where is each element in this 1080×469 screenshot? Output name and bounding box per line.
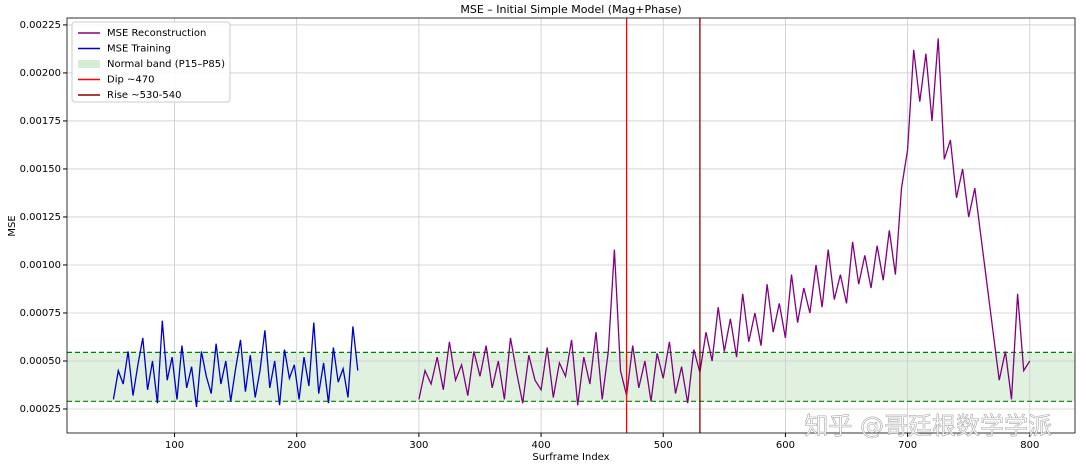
y-tick-label: 0.00075 <box>20 308 61 319</box>
y-tick-label: 0.00200 <box>20 68 61 79</box>
x-tick-label: 500 <box>654 440 673 451</box>
x-tick-label: 200 <box>287 440 306 451</box>
legend-label: Normal band (P15–P85) <box>107 59 225 70</box>
y-tick-label: 0.00025 <box>20 404 61 415</box>
x-tick-label: 400 <box>532 440 551 451</box>
y-axis-label: MSE <box>7 215 18 236</box>
plot-frame <box>66 17 1076 434</box>
y-tick-label: 0.00150 <box>20 164 61 175</box>
series-line <box>112 320 359 408</box>
series-line <box>418 38 1031 406</box>
legend: MSE Reconstruction MSE Training Normal ban… <box>71 21 231 103</box>
x-axis-label: Surframe Index <box>532 452 609 463</box>
watermark: 知乎 @哥廷根数学学派 <box>804 412 1052 440</box>
x-tick-label: 300 <box>409 440 428 451</box>
legend-label: MSE Training <box>107 44 171 55</box>
legend-swatch <box>78 60 100 68</box>
x-tick-label: 100 <box>165 440 184 451</box>
y-tick-label: 0.00225 <box>20 20 61 31</box>
x-tick-label: 700 <box>898 440 917 451</box>
legend-box <box>71 21 231 103</box>
y-tick-label: 0.00100 <box>20 260 61 271</box>
y-tick-label: 0.00050 <box>20 356 61 367</box>
legend-label: Dip ~470 <box>107 75 154 86</box>
x-tick-label: 800 <box>1020 440 1039 451</box>
y-tick-label: 0.00175 <box>20 116 61 127</box>
y-tick-label: 0.00125 <box>20 212 61 223</box>
legend-label: Rise ~530-540 <box>107 90 181 101</box>
chart-title: MSE – Initial Simple Model (Mag+Phase) <box>460 3 681 16</box>
legend-label: MSE Reconstruction <box>107 28 206 39</box>
x-tick-label: 600 <box>776 440 795 451</box>
